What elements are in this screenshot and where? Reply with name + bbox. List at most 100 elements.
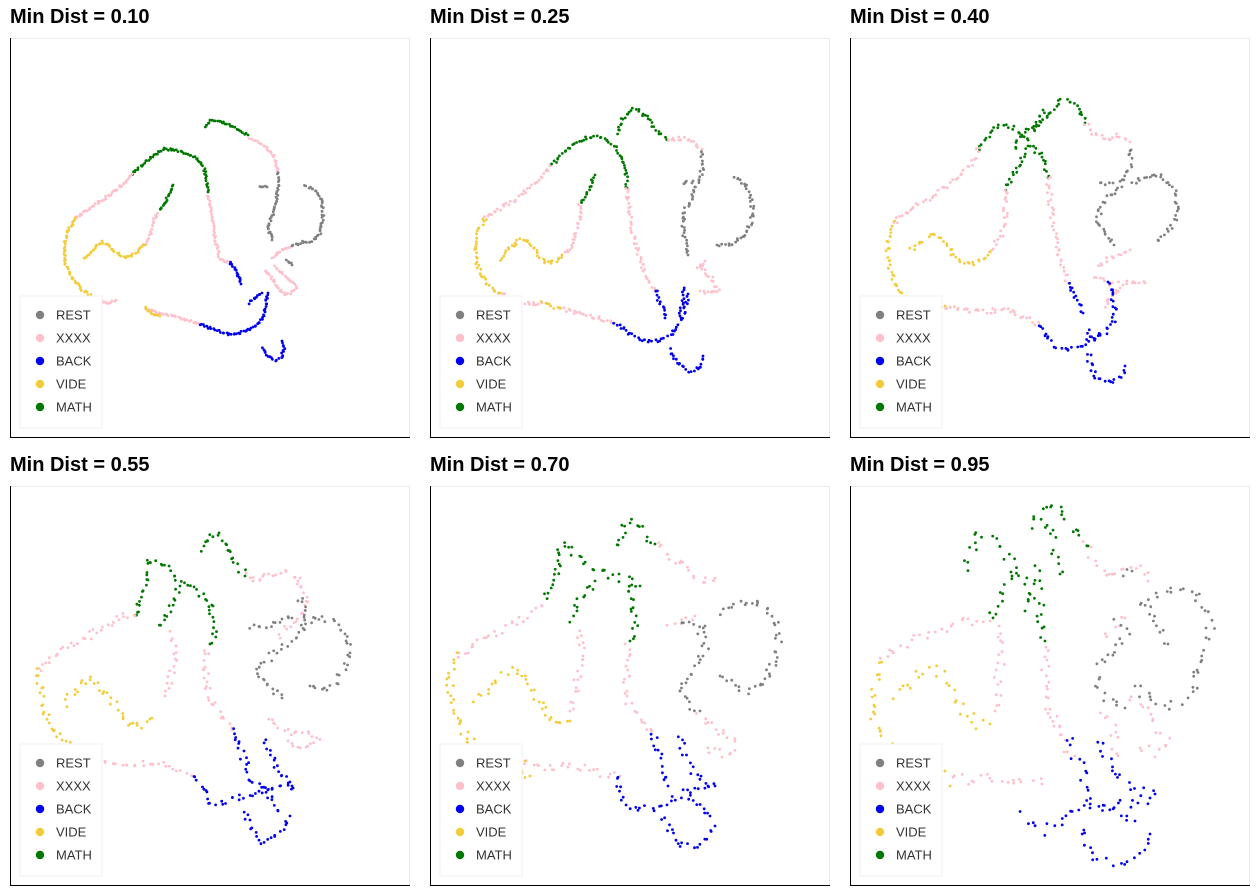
data-point [244,568,247,572]
data-point [650,339,653,343]
data-point [1023,155,1026,159]
data-point [1000,650,1004,654]
data-point [493,210,497,213]
data-point [721,731,725,735]
data-point [320,216,324,219]
data-point [1025,576,1029,580]
data-point [1038,579,1042,583]
data-point [878,656,882,660]
data-point [1046,687,1049,691]
data-point [583,560,587,564]
data-point [1123,364,1127,368]
data-point [1112,378,1116,381]
data-point [705,837,709,841]
data-point [499,259,502,262]
data-point [681,211,685,215]
data-point [996,238,1000,241]
data-point [621,795,625,799]
data-point [154,311,158,315]
data-point [1110,316,1114,319]
data-point [1191,685,1195,689]
data-point [152,221,155,225]
data-point [1032,144,1035,148]
data-point [699,155,703,158]
data-point [149,155,152,159]
data-point [1064,814,1068,818]
data-point [1098,332,1102,336]
data-point [243,574,247,578]
data-point [1175,218,1179,222]
data-point [1046,649,1050,653]
data-point [686,842,689,845]
data-point [145,573,149,577]
data-point [570,545,574,549]
data-point [317,618,321,621]
data-point [68,740,72,744]
data-point [162,760,166,764]
data-point [106,623,110,627]
data-point [1112,617,1116,621]
data-point [707,275,710,278]
data-point [1023,609,1027,613]
data-point [618,789,621,793]
data-point [1113,320,1117,324]
data-point [1130,156,1134,160]
legend-marker [875,781,885,791]
data-point [1012,173,1015,177]
data-point [662,306,666,310]
data-point [258,782,262,785]
data-point [1081,311,1085,315]
data-point [205,685,208,688]
data-point [1148,612,1151,616]
data-point [1125,170,1128,174]
data-point [1024,147,1028,150]
data-point [567,545,570,549]
data-point [721,607,725,611]
data-point [1119,253,1123,257]
data-point [872,710,875,714]
data-point [1030,527,1034,530]
data-point [702,807,706,811]
data-point [1052,228,1056,232]
data-point [1158,630,1162,634]
data-point [1055,104,1059,108]
data-point [627,206,631,210]
data-point [575,311,579,314]
data-point [655,299,659,302]
data-point [712,782,716,785]
data-point [1046,711,1050,715]
data-point [906,211,910,215]
data-point [774,664,778,667]
data-point [685,251,689,254]
data-point [965,714,969,718]
data-point [571,241,575,245]
data-point [1032,124,1036,128]
data-point [1123,616,1127,620]
data-point [280,351,283,355]
data-point [88,206,92,210]
data-point [1123,863,1127,866]
data-point [314,189,318,193]
data-point [280,248,284,251]
data-point [636,248,640,252]
data-point [269,219,273,223]
data-point [945,681,949,685]
data-point [1130,165,1134,169]
data-point [576,222,580,226]
data-point [639,718,643,722]
data-point [622,327,626,330]
data-point [251,579,255,583]
data-point [214,635,218,639]
data-point [875,673,879,677]
data-point [921,672,924,676]
data-point [172,597,176,601]
data-point [684,368,688,371]
data-point [174,315,177,318]
data-point [637,109,641,113]
data-point [271,687,275,691]
data-point [524,191,528,195]
legend-marker [35,333,45,343]
data-point [640,339,644,343]
point-layer [35,531,352,846]
data-point [1140,749,1143,752]
